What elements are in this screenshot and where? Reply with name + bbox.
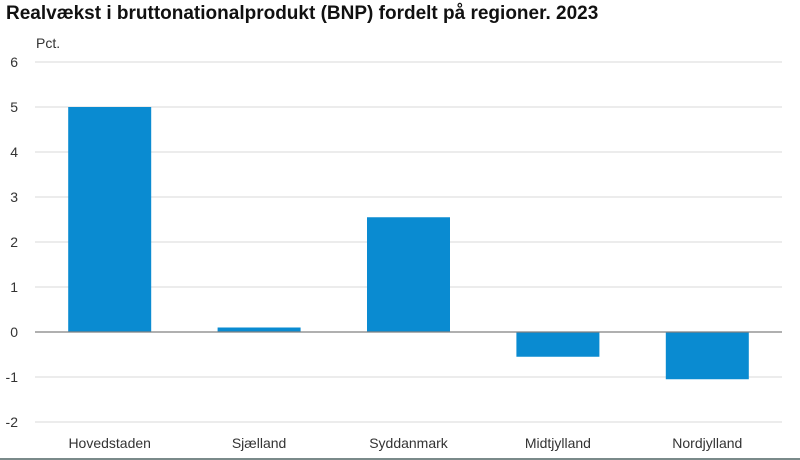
y-tick-label: -2 [6, 414, 19, 430]
bar-sjælland [217, 327, 301, 332]
bar-syddanmark [367, 217, 450, 332]
gridlines [35, 61, 782, 423]
bars [68, 107, 749, 380]
x-tick-label: Midtjylland [525, 435, 591, 451]
y-tick-label: 5 [10, 99, 18, 115]
y-tick-label: 2 [10, 234, 18, 250]
y-tick-label: 0 [10, 324, 18, 340]
y-tick-label: 4 [10, 144, 18, 160]
y-tick-label: 1 [10, 279, 18, 295]
x-tick-label: Syddanmark [369, 435, 449, 451]
bottom-rule [0, 458, 800, 460]
bar-nordjylland [665, 332, 749, 380]
y-axis-ticks: -2 -1 0 1 2 3 4 5 6 [6, 54, 19, 430]
chart-title: Realvækst i bruttonationalprodukt (BNP) … [6, 3, 599, 24]
y-tick-label: 3 [10, 189, 18, 205]
x-tick-label: Nordjylland [672, 435, 742, 451]
bar-midtjylland [516, 332, 600, 357]
x-tick-label: Hovedstaden [68, 435, 151, 451]
y-axis-label: Pct. [36, 35, 61, 51]
x-axis-ticks: Hovedstaden Sjælland Syddanmark Midtjylland… [68, 435, 742, 451]
y-tick-label: -1 [6, 369, 19, 385]
y-tick-label: 6 [10, 54, 18, 70]
bar-hovedstaden [68, 107, 152, 332]
x-tick-label: Sjælland [232, 435, 286, 451]
